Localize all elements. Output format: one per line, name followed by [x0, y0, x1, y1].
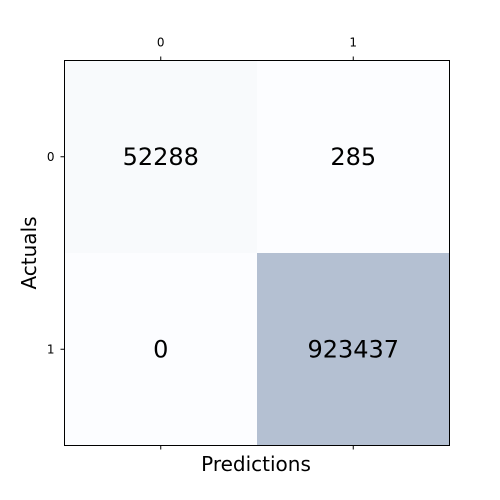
x-tick-label-1: 1	[349, 36, 357, 50]
plot-frame	[64, 60, 450, 446]
heatmap-cell-labels: 52288 285 0 923437	[123, 143, 399, 364]
y-tick-label-1: 1	[47, 342, 55, 356]
heatmap-cell-0-0	[64, 60, 257, 253]
x-axis-label: Predictions	[201, 452, 311, 476]
cell-value-label-1-1: 923437	[307, 335, 399, 363]
y-tick-label-0: 0	[47, 150, 55, 164]
cell-value-label-0-0: 52288	[123, 143, 199, 171]
heatmap-cells	[64, 60, 450, 446]
y-axis-ticks: 01	[47, 150, 65, 356]
x-tick-label-0: 0	[157, 36, 165, 50]
cell-value-label-0-1: 285	[330, 143, 376, 171]
y-axis-label: Actuals	[17, 216, 41, 289]
heatmap-cell-0-1	[257, 60, 450, 253]
heatmap-cell-1-0	[64, 253, 257, 446]
cell-value-label-1-0: 0	[153, 335, 168, 363]
heatmap-cell-1-1	[257, 253, 450, 446]
